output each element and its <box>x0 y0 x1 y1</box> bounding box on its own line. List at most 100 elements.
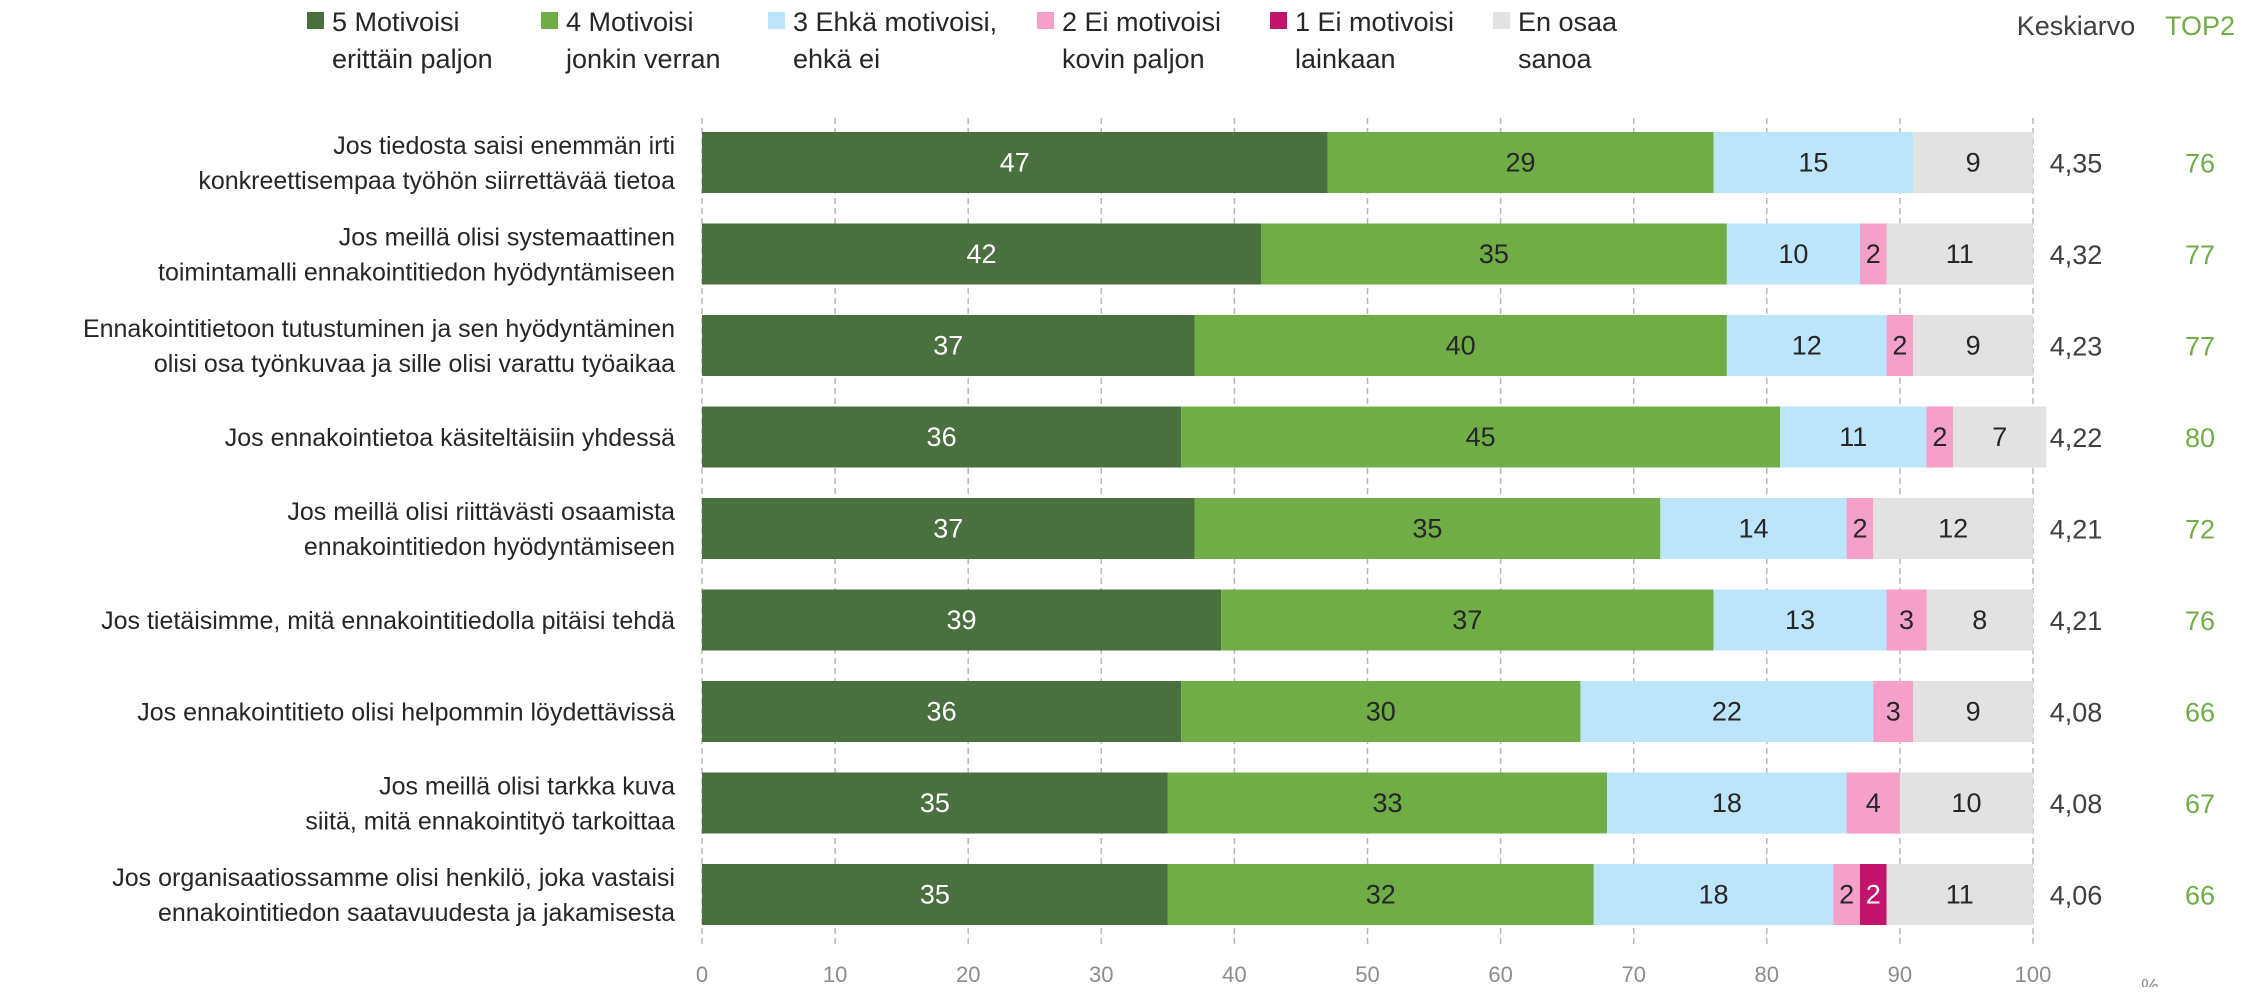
data-label: 2 <box>1866 239 1881 269</box>
bar-segment <box>1660 498 1847 559</box>
data-label: 39 <box>947 605 977 635</box>
category-label: Jos ennakointitieto olisi helpommin löyd… <box>137 699 675 727</box>
average-column-header: Keskiarvo <box>2017 11 2136 41</box>
top2-value: 80 <box>2185 423 2215 453</box>
x-tick-label: 30 <box>1089 962 1113 987</box>
bar-segment <box>1899 772 2033 834</box>
legend-label: 3 Ehkä motivoisi, ehkä ei <box>793 7 997 74</box>
bar-segment <box>1726 315 1887 376</box>
category-label: Jos organisaatiossamme olisi henkilö, jo… <box>112 864 675 927</box>
legend-swatch <box>307 12 324 29</box>
average-value: 4,35 <box>2050 149 2103 179</box>
bar-segment <box>702 681 1182 742</box>
data-label: 4 <box>1866 788 1881 818</box>
data-label: 7 <box>1992 422 2007 452</box>
bar-segment <box>702 772 1168 834</box>
x-tick-label: 100 <box>2015 962 2052 987</box>
x-tick-label: 80 <box>1755 962 1779 987</box>
data-label: 42 <box>966 239 996 269</box>
data-label: 13 <box>1785 605 1815 635</box>
bar-segment <box>1859 864 1887 925</box>
average-value: 4,21 <box>2050 606 2103 636</box>
x-tick-label: 40 <box>1222 962 1246 987</box>
data-label: 12 <box>1792 331 1822 361</box>
top2-value: 77 <box>2185 240 2215 270</box>
x-axis: 0 10 20 30 40 50 60 70 80 90 100% <box>696 962 2159 992</box>
average-value: 4,08 <box>2050 698 2103 728</box>
bar-segment <box>1873 498 2033 559</box>
bar-segment <box>1607 772 1847 834</box>
top2-value: 76 <box>2185 606 2215 636</box>
data-label: 18 <box>1699 880 1729 910</box>
top2-value: 67 <box>2185 789 2215 819</box>
top2-column-header: TOP2 <box>2165 11 2235 41</box>
legend: 5 Motivoisi erittäin paljon 4 Motivoisi jon… <box>307 7 1618 74</box>
category-label: Jos ennakointietoa käsiteltäisiin yhdess… <box>225 424 675 452</box>
summary-columns: 4,35 76 4,32 77 4,23 77 4,22 80 4,21 72 4,21 76 4,08… <box>2017 11 2235 911</box>
bar-segment <box>702 498 1195 559</box>
bar-segment <box>1261 223 1727 285</box>
data-label: 40 <box>1446 331 1476 361</box>
bar-segment <box>1886 589 1927 651</box>
data-label: 30 <box>1366 697 1396 727</box>
bar-segment <box>1726 223 1860 285</box>
legend-label: 1 Ei motivoisi lainkaan <box>1295 7 1454 74</box>
bar-segment <box>1181 406 1781 468</box>
bar-segment <box>1167 772 1608 834</box>
data-label: 2 <box>1932 422 1947 452</box>
data-label: 2 <box>1839 880 1854 910</box>
legend-swatch <box>541 12 558 29</box>
bar-segment <box>1846 772 1900 834</box>
data-label: 37 <box>933 331 963 361</box>
bar-segment <box>1780 406 1927 468</box>
bar-segment <box>1926 406 1954 468</box>
bar-segment <box>702 864 1168 925</box>
data-label: 11 <box>1839 422 1867 452</box>
bar-segment <box>702 589 1222 651</box>
bar-segment <box>1873 681 1914 742</box>
data-label: 18 <box>1712 788 1742 818</box>
data-label: 22 <box>1712 697 1742 727</box>
bar-segment <box>1913 132 2033 193</box>
data-label: 32 <box>1366 880 1396 910</box>
data-label: 10 <box>1951 788 1981 818</box>
bar-segment <box>1713 589 1887 651</box>
average-value: 4,06 <box>2050 881 2103 911</box>
bar-segment <box>1886 864 2033 925</box>
data-label: 37 <box>933 514 963 544</box>
x-tick-label: 60 <box>1488 962 1512 987</box>
bar-segment <box>1913 681 2033 742</box>
category-label: Jos meillä olisi riittävästi osaamista en… <box>287 498 675 561</box>
data-label: 29 <box>1506 148 1536 178</box>
data-label: 12 <box>1938 514 1968 544</box>
x-tick-label: 20 <box>956 962 980 987</box>
data-label: 2 <box>1852 514 1867 544</box>
data-label: 33 <box>1372 788 1402 818</box>
data-label: 2 <box>1892 331 1907 361</box>
average-value: 4,32 <box>2050 240 2103 270</box>
data-label: 36 <box>927 422 957 452</box>
bar-segment <box>1580 681 1874 742</box>
category-label: Ennakointitietoon tutustuminen ja sen hy… <box>83 315 675 378</box>
legend-swatch <box>1270 12 1287 29</box>
bar-segment <box>1327 132 1714 193</box>
bar-segment <box>1926 589 2033 651</box>
bar-segment <box>702 223 1262 285</box>
category-label: Jos tietäisimme, mitä ennakointitiedolla… <box>101 607 675 635</box>
bar-segment <box>1833 864 1860 925</box>
bar-segment <box>1913 315 2033 376</box>
data-label: 45 <box>1466 422 1496 452</box>
bar-segment <box>1194 315 1727 376</box>
legend-label: En osaa sanoa <box>1518 7 1618 74</box>
data-label: 35 <box>920 880 950 910</box>
bar-segment <box>702 132 1328 193</box>
legend-label: 5 Motivoisi erittäin paljon <box>332 7 493 74</box>
data-label: 35 <box>1412 514 1442 544</box>
average-value: 4,23 <box>2050 332 2103 362</box>
data-label: 8 <box>1972 605 1987 635</box>
data-label: 3 <box>1899 605 1914 635</box>
category-label: Jos meillä olisi tarkka kuva siitä, mitä … <box>305 773 675 836</box>
top2-value: 66 <box>2185 881 2215 911</box>
